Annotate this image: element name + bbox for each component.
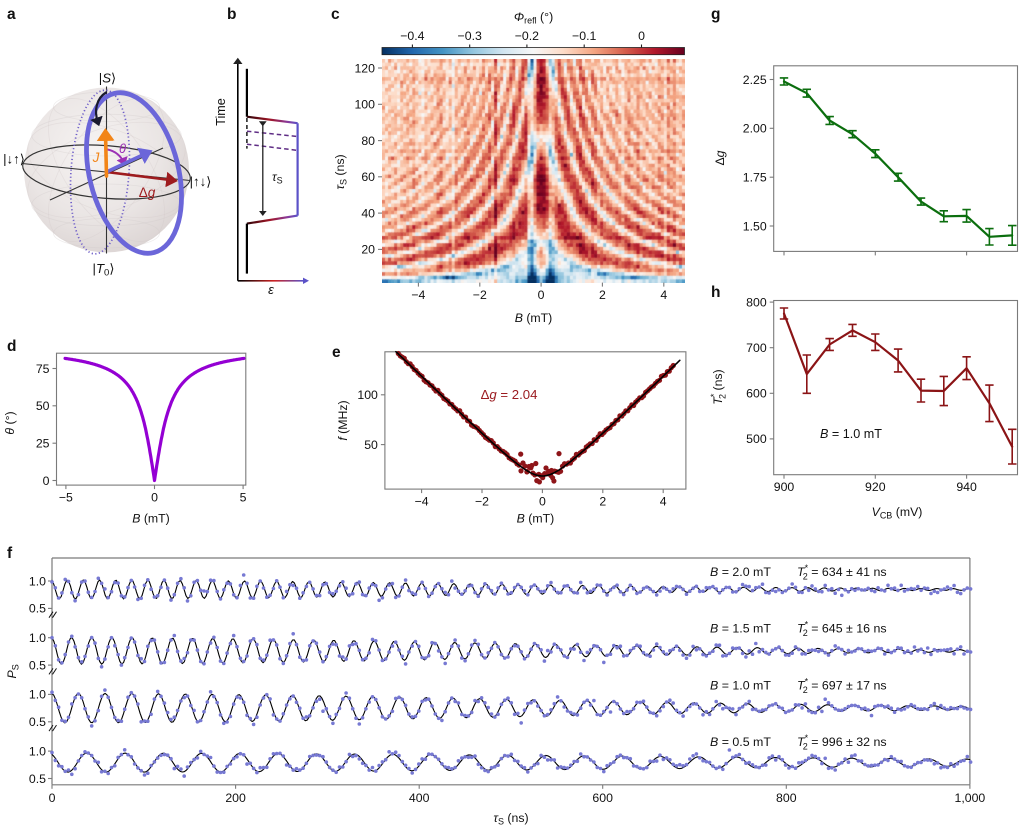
svg-text:B = 2.0 mT: B = 2.0 mT bbox=[710, 565, 771, 579]
svg-text:0.5: 0.5 bbox=[29, 658, 46, 672]
svg-text:VCB (mV): VCB (mV) bbox=[872, 505, 923, 521]
svg-text:T*2 (ns): T*2 (ns) bbox=[709, 369, 728, 404]
svg-text:50: 50 bbox=[364, 438, 378, 452]
svg-text:1,000: 1,000 bbox=[955, 791, 986, 805]
svg-text:4: 4 bbox=[660, 288, 667, 302]
svg-text:T*2 = 634 ± 41 ns: T* 2 = 634 ± 41 ns bbox=[797, 563, 887, 582]
svg-text:0.5: 0.5 bbox=[29, 602, 46, 616]
svg-text:0: 0 bbox=[539, 495, 546, 509]
svg-text:800: 800 bbox=[776, 791, 797, 805]
svg-text:500: 500 bbox=[746, 432, 767, 446]
svg-text:400: 400 bbox=[409, 791, 430, 805]
svg-text:75: 75 bbox=[36, 362, 50, 376]
svg-text:ε: ε bbox=[268, 282, 274, 297]
svg-text:4: 4 bbox=[660, 495, 667, 509]
svg-text:a: a bbox=[7, 6, 16, 23]
svg-text:0.5: 0.5 bbox=[29, 715, 46, 729]
svg-text:800: 800 bbox=[746, 295, 767, 309]
svg-text:τS (ns): τS (ns) bbox=[333, 154, 349, 189]
svg-text:1.75: 1.75 bbox=[743, 171, 767, 185]
svg-text:50: 50 bbox=[36, 399, 50, 413]
svg-text:B = 1.0 mT: B = 1.0 mT bbox=[820, 427, 882, 441]
svg-text:60: 60 bbox=[361, 170, 375, 184]
svg-text:−2: −2 bbox=[473, 288, 487, 302]
svg-text:900: 900 bbox=[774, 480, 795, 494]
svg-text:B = 1.5 mT: B = 1.5 mT bbox=[710, 622, 771, 636]
svg-text:100: 100 bbox=[354, 98, 375, 112]
svg-text:B = 0.5 mT: B = 0.5 mT bbox=[710, 735, 771, 749]
svg-text:−2: −2 bbox=[475, 495, 489, 509]
svg-text:−4: −4 bbox=[415, 495, 429, 509]
svg-text:d: d bbox=[7, 338, 16, 355]
svg-text:B (mT): B (mT) bbox=[517, 512, 555, 526]
svg-text:1.0: 1.0 bbox=[29, 574, 46, 588]
svg-text:0: 0 bbox=[49, 791, 56, 805]
svg-text:Δg = 2.04: Δg = 2.04 bbox=[481, 387, 538, 402]
svg-text:600: 600 bbox=[592, 791, 613, 805]
svg-text:h: h bbox=[711, 284, 720, 301]
svg-text:B (mT): B (mT) bbox=[132, 512, 170, 526]
svg-text:−0.4: −0.4 bbox=[400, 29, 424, 43]
svg-text:940: 940 bbox=[956, 480, 977, 494]
svg-text:1.0: 1.0 bbox=[29, 744, 46, 758]
svg-text:1.50: 1.50 bbox=[743, 219, 767, 233]
svg-text:0: 0 bbox=[151, 491, 158, 505]
svg-text:T*2 = 996 ± 32 ns: T* 2 = 996 ± 32 ns bbox=[797, 733, 887, 752]
svg-text:PS: PS bbox=[5, 664, 21, 678]
svg-text:2: 2 bbox=[599, 495, 606, 509]
svg-text:Δg: Δg bbox=[139, 185, 156, 200]
svg-text:2.00: 2.00 bbox=[743, 122, 767, 136]
svg-text:θ: θ bbox=[119, 141, 126, 156]
svg-text:|S⟩: |S⟩ bbox=[99, 71, 116, 86]
svg-text:2.25: 2.25 bbox=[743, 73, 767, 87]
svg-text:0: 0 bbox=[538, 288, 545, 302]
svg-text:c: c bbox=[331, 6, 340, 23]
svg-text:|T0⟩: |T0⟩ bbox=[93, 261, 115, 279]
svg-text:f: f bbox=[7, 545, 13, 562]
svg-text:Time: Time bbox=[214, 98, 228, 126]
svg-text:0.5: 0.5 bbox=[29, 772, 46, 786]
svg-text:T*2 = 645 ± 16 ns: T* 2 = 645 ± 16 ns bbox=[797, 620, 887, 639]
svg-text:|↓↑⟩: |↓↑⟩ bbox=[3, 152, 25, 167]
svg-text:f (MHz): f (MHz) bbox=[336, 400, 350, 440]
svg-text:e: e bbox=[332, 344, 341, 361]
svg-text:b: b bbox=[227, 6, 236, 23]
svg-text:1.0: 1.0 bbox=[29, 688, 46, 702]
svg-text:5: 5 bbox=[240, 491, 247, 505]
svg-text:J: J bbox=[92, 150, 100, 165]
svg-text:T*2 = 697 ± 17 ns: T* 2 = 697 ± 17 ns bbox=[797, 676, 887, 695]
svg-text:g: g bbox=[711, 6, 720, 23]
svg-text:80: 80 bbox=[361, 134, 375, 148]
svg-text:Φrefl (°): Φrefl (°) bbox=[514, 10, 553, 26]
svg-text:40: 40 bbox=[361, 206, 375, 220]
svg-text:−0.2: −0.2 bbox=[515, 29, 539, 43]
svg-text:920: 920 bbox=[865, 480, 886, 494]
svg-text:−0.1: −0.1 bbox=[572, 29, 596, 43]
svg-text:0: 0 bbox=[43, 474, 50, 488]
svg-text:0: 0 bbox=[638, 29, 645, 43]
svg-text:τS: τS bbox=[272, 170, 283, 186]
svg-text:−5: −5 bbox=[59, 491, 73, 505]
svg-text:τS (ns): τS (ns) bbox=[493, 811, 528, 827]
svg-text:−4: −4 bbox=[411, 288, 425, 302]
svg-text:25: 25 bbox=[36, 437, 50, 451]
svg-text:700: 700 bbox=[746, 341, 767, 355]
svg-text:Δg: Δg bbox=[713, 150, 727, 165]
svg-text:|↑↓⟩: |↑↓⟩ bbox=[190, 174, 212, 189]
svg-text:2: 2 bbox=[599, 288, 606, 302]
svg-text:−0.3: −0.3 bbox=[458, 29, 482, 43]
svg-text:100: 100 bbox=[357, 388, 378, 402]
svg-text:200: 200 bbox=[225, 791, 246, 805]
svg-text:1.0: 1.0 bbox=[29, 631, 46, 645]
svg-text:20: 20 bbox=[361, 243, 375, 257]
svg-text:B (mT): B (mT) bbox=[515, 311, 553, 325]
svg-text:B = 1.0 mT: B = 1.0 mT bbox=[710, 678, 771, 692]
svg-text:120: 120 bbox=[354, 61, 375, 75]
svg-text:θ (°): θ (°) bbox=[3, 411, 17, 434]
svg-text:600: 600 bbox=[746, 387, 767, 401]
